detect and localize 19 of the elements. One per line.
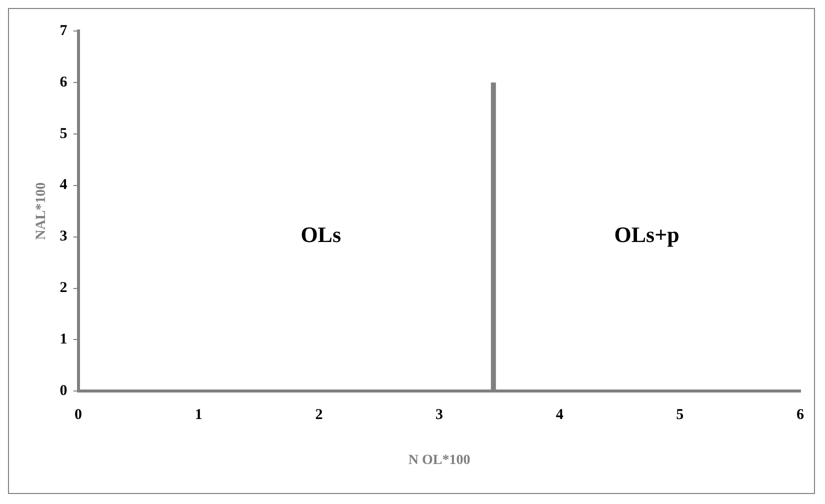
x-axis-title: N OL*100 — [408, 453, 470, 468]
y-tick-label: 0 — [60, 383, 68, 400]
y-axis-title: NAL*100 — [34, 182, 50, 240]
y-tick-label: 1 — [60, 332, 68, 348]
y-tick-label: 7 — [60, 22, 68, 39]
y-tick-label: 3 — [60, 228, 68, 245]
y-tick-label: 4 — [60, 177, 68, 194]
x-tick-label: 5 — [676, 407, 684, 424]
y-tick-label: 5 — [60, 126, 68, 142]
x-tick-label: 0 — [74, 407, 82, 424]
annotation: OLs — [300, 222, 342, 247]
x-tick-label: 1 — [194, 407, 202, 424]
x-tick-label: 6 — [796, 407, 804, 424]
x-tick-label: 2 — [315, 407, 323, 424]
y-tick-label: 2 — [60, 280, 68, 296]
x-tick-label: 4 — [556, 407, 564, 424]
x-tick-label: 3 — [436, 407, 444, 424]
annotation: OLs+p — [614, 222, 680, 247]
y-tick-label: 6 — [60, 74, 68, 90]
